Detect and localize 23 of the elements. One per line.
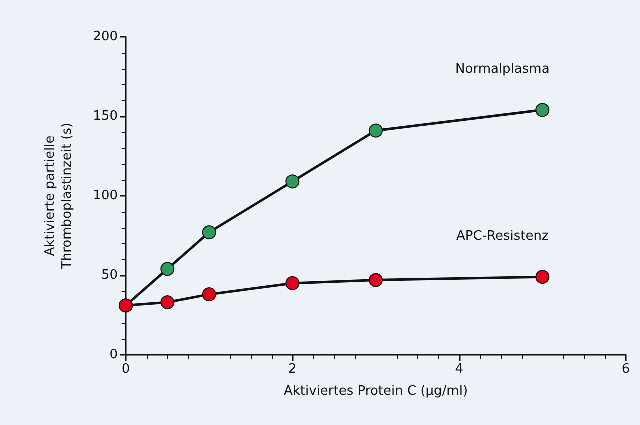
- point: [369, 273, 383, 288]
- point: [369, 124, 383, 138]
- text: APC-Resistenz: [456, 229, 549, 244]
- x-tick-label: 6: [622, 362, 630, 377]
- y-tick-label: 200: [93, 30, 118, 44]
- point: [202, 226, 216, 240]
- point: [286, 174, 300, 189]
- point: [160, 296, 175, 310]
- y-tick-label: 50: [101, 268, 118, 283]
- x-tick-label: 0: [122, 362, 130, 377]
- y-tick-label: 100: [93, 188, 118, 204]
- point: [202, 288, 216, 302]
- y-axis-title: Aktivierte partielle Thromboplastinzeit (s): [43, 122, 75, 270]
- y-tick-label: 150: [93, 109, 118, 124]
- point: [160, 262, 175, 276]
- y-tick-label: 0: [110, 348, 118, 362]
- x-tick-label: 4: [455, 362, 464, 377]
- x-axis-title: Aktiviertes Protein C (µg/ml): [284, 384, 468, 399]
- point: [286, 276, 300, 290]
- x-tick-label: 2: [288, 362, 297, 377]
- point: [536, 270, 550, 284]
- point: [536, 103, 550, 118]
- text: Normalplasma: [456, 62, 550, 78]
